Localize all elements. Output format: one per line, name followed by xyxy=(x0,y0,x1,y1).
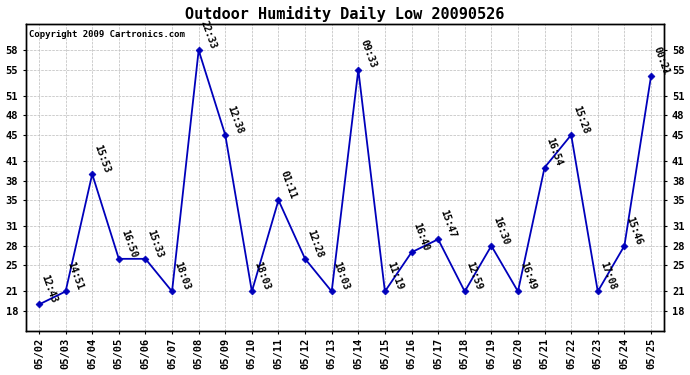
Text: 16:30: 16:30 xyxy=(491,215,511,246)
Text: Copyright 2009 Cartronics.com: Copyright 2009 Cartronics.com xyxy=(29,30,185,39)
Text: 15:53: 15:53 xyxy=(92,143,112,174)
Text: 09:33: 09:33 xyxy=(358,39,377,70)
Text: 01:11: 01:11 xyxy=(279,169,298,200)
Text: 18:03: 18:03 xyxy=(172,260,192,291)
Text: 22:33: 22:33 xyxy=(199,19,218,50)
Title: Outdoor Humidity Daily Low 20090526: Outdoor Humidity Daily Low 20090526 xyxy=(186,6,504,21)
Text: 15:46: 15:46 xyxy=(624,215,644,246)
Text: 11:19: 11:19 xyxy=(385,260,404,291)
Text: 12:28: 12:28 xyxy=(305,228,324,259)
Text: 16:40: 16:40 xyxy=(411,221,431,252)
Text: 12:38: 12:38 xyxy=(225,104,245,135)
Text: 12:43: 12:43 xyxy=(39,273,59,304)
Text: 00:21: 00:21 xyxy=(651,45,671,76)
Text: 16:54: 16:54 xyxy=(544,136,564,168)
Text: 15:33: 15:33 xyxy=(146,228,165,259)
Text: 12:59: 12:59 xyxy=(465,260,484,291)
Text: 16:50: 16:50 xyxy=(119,228,138,259)
Text: 17:08: 17:08 xyxy=(598,260,618,291)
Text: 18:03: 18:03 xyxy=(332,260,351,291)
Text: 16:49: 16:49 xyxy=(518,260,538,291)
Text: 15:47: 15:47 xyxy=(438,208,457,239)
Text: 14:51: 14:51 xyxy=(66,260,85,291)
Text: 18:03: 18:03 xyxy=(252,260,271,291)
Text: 15:28: 15:28 xyxy=(571,104,591,135)
